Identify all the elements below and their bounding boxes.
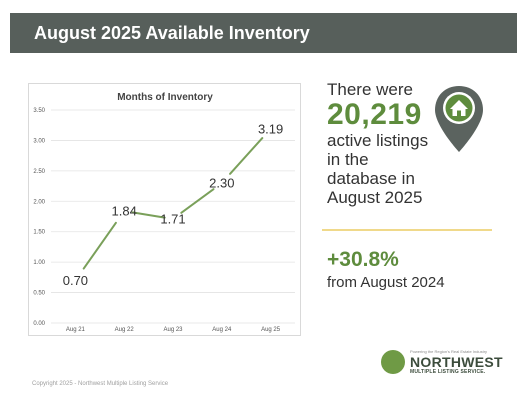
footer-copyright: Copyright 2025 - Northwest Multiple List… xyxy=(32,381,169,387)
chart-title: Months of Inventory xyxy=(117,92,213,103)
inventory-chart-card: Months of Inventory 0.00 0.50 1.00 1.50 2.00… xyxy=(28,83,301,336)
y-tick-label: 0.50 xyxy=(33,291,45,297)
y-tick-label: 2.00 xyxy=(33,199,45,205)
data-label: 3.19 xyxy=(258,121,283,136)
series-segment xyxy=(229,137,264,175)
series-segment xyxy=(180,188,215,214)
data-label: 2.30 xyxy=(209,176,234,191)
data-labels: 0.70 1.84 1.71 2.30 3.19 xyxy=(63,121,284,288)
y-axis-ticks: 0.00 0.50 1.00 1.50 2.00 2.50 3.00 3.50 xyxy=(33,108,45,327)
x-tick-label: Aug 25 xyxy=(261,327,281,333)
header-bar: August 2025 Available Inventory xyxy=(10,13,517,53)
y-tick-label: 3.00 xyxy=(33,138,45,144)
logo-subtitle: MULTIPLE LISTING SERVICE. xyxy=(410,369,486,375)
logo-tagline: Powering the Region's Real Estate Indust… xyxy=(410,349,488,354)
data-label: 1.84 xyxy=(112,204,137,219)
stat-suffix: active listings in the database in Augus… xyxy=(327,131,429,207)
x-tick-label: Aug 22 xyxy=(115,327,135,333)
y-tick-label: 0.00 xyxy=(33,321,45,327)
data-label: 1.71 xyxy=(160,211,185,226)
months-of-inventory-chart: Months of Inventory 0.00 0.50 1.00 1.50 2.00… xyxy=(33,92,295,333)
y-tick-label: 3.50 xyxy=(33,108,45,114)
series-line xyxy=(82,137,264,270)
chart-grid xyxy=(51,109,295,324)
y-tick-label: 2.50 xyxy=(33,169,45,175)
series-segment xyxy=(131,211,166,219)
x-axis-ticks: Aug 21 Aug 22 Aug 23 Aug 24 Aug 25 xyxy=(66,327,281,333)
listing-count: 20,219 xyxy=(327,98,422,131)
x-tick-label: Aug 21 xyxy=(66,327,86,333)
data-label: 0.70 xyxy=(63,273,88,288)
listing-stat: There were 20,219 active listings in the… xyxy=(327,80,517,207)
home-location-pin-icon xyxy=(435,86,483,152)
nwmls-logo: Powering the Region's Real Estate Indust… xyxy=(381,348,503,378)
logo-name: NORTHWEST xyxy=(410,354,503,370)
change-label: from August 2024 xyxy=(327,274,445,291)
y-tick-label: 1.50 xyxy=(33,230,45,236)
x-tick-label: Aug 23 xyxy=(163,327,183,333)
change-percentage: +30.8% xyxy=(327,248,399,271)
logo-mark-icon xyxy=(381,350,405,374)
series-segment xyxy=(82,221,117,270)
page-title: August 2025 Available Inventory xyxy=(34,23,310,43)
x-tick-label: Aug 24 xyxy=(212,327,232,333)
section-divider xyxy=(322,229,492,231)
y-tick-label: 1.00 xyxy=(33,260,45,266)
stat-prefix: There were xyxy=(327,80,413,99)
